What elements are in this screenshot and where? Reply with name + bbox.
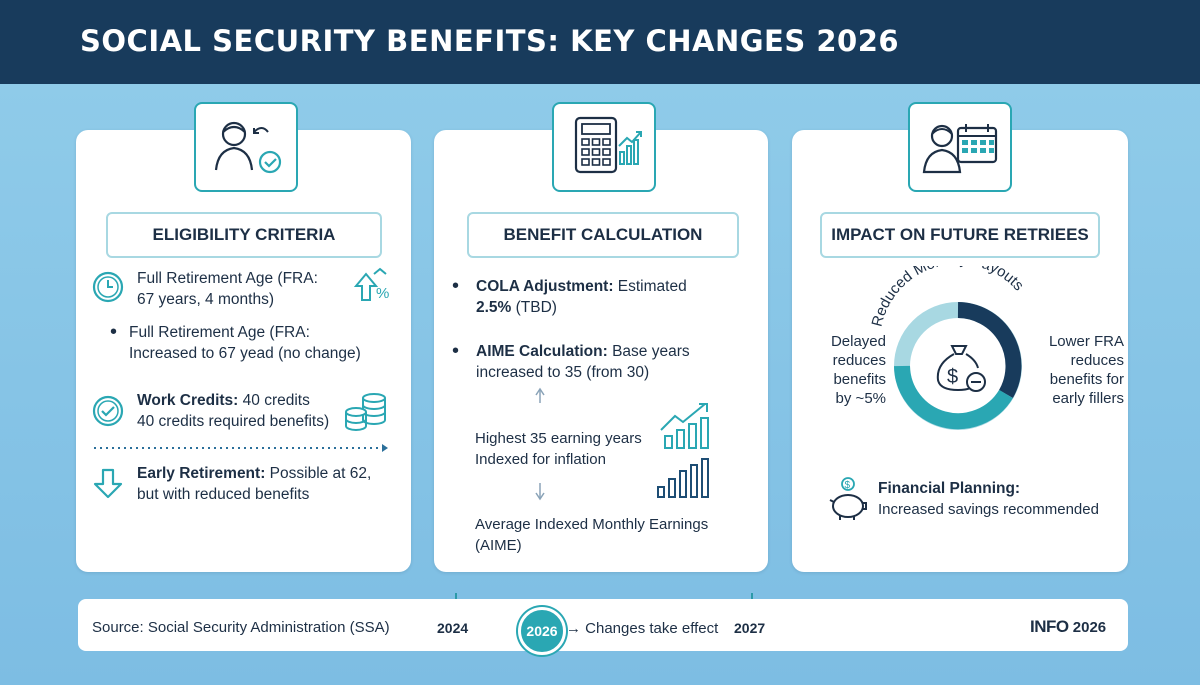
year-2024: 2024 (437, 620, 469, 636)
check-circle-icon (92, 395, 124, 427)
aime-full-name: Average Indexed Monthly Earnings (AIME) (475, 516, 709, 554)
header-bar: SOCIAL SECURITY BENEFITS: KEY CHANGES 20… (0, 0, 1200, 84)
bar-chart-up-icon (660, 403, 709, 449)
brand-info-2026: INFO 2026 (1030, 617, 1107, 636)
svg-text:$: $ (845, 480, 851, 491)
work-credits: Work Credits: 40 credits 40 credits requi… (137, 392, 330, 430)
card-title-eligibility: ELIGIBILITY CRITERIA (106, 212, 382, 258)
dotted-divider (94, 444, 388, 452)
early-retirement: Early Retirement: Possible at 62, but wit… (137, 465, 372, 503)
card-eligibility (76, 130, 411, 572)
donut-right-note: Lower FRA reduces benefits for early filler… (1048, 333, 1124, 407)
bullet-dot: • (452, 340, 460, 362)
card-impact (792, 130, 1128, 572)
card-title-impact: IMPACT ON FUTURE RETRIEES (820, 212, 1100, 258)
person-check-icon (194, 102, 298, 192)
page-title: SOCIAL SECURITY BENEFITS: KEY CHANGES 20… (80, 24, 900, 58)
source-note: Source: Social Security Administration (… (92, 619, 390, 636)
changes-take-effect: → Changes take effect (566, 620, 719, 637)
impact-donut: Reduced Monthly Payouts (869, 266, 1027, 430)
person-calendar-icon (908, 102, 1012, 192)
coin-stack-icon (345, 393, 386, 431)
cola-adjustment: COLA Adjustment: Estimated 2.5% (TBD) (476, 278, 687, 316)
bullet-dot: • (110, 321, 118, 343)
card-benefit-calculation (434, 130, 768, 572)
svg-text:%: % (376, 285, 389, 302)
svg-text:$: $ (947, 366, 958, 388)
clock-icon (92, 271, 124, 303)
flow-text: Highest 35 earning years Indexed for infl… (475, 430, 642, 468)
year-2027: 2027 (734, 620, 766, 636)
donut-left-note: Delayed reduces benefits by ~5% (830, 333, 886, 407)
calculator-chart-icon (552, 102, 656, 192)
year-2026-badge: 2026 (518, 607, 566, 655)
bar-chart-icon (657, 458, 709, 498)
arrow-down-icon (93, 468, 123, 499)
aime-calculation: AIME Calculation: Base years increased to… (476, 343, 690, 381)
percent-up-icon: % (353, 267, 389, 302)
fra-line-2: Full Retirement Age (FRA: Increased to 67… (129, 324, 361, 362)
piggy-bank-icon: $ (829, 477, 867, 520)
footer-timeline (78, 599, 1128, 651)
financial-planning: Financial Planning: Increased savings rec… (878, 480, 1099, 518)
fra-line-1: Full Retirement Age (FRA: 67 years, 4 mon… (137, 270, 318, 308)
flow-bracket (535, 387, 545, 501)
card-title-benefit-calculation: BENEFIT CALCULATION (467, 212, 739, 258)
bullet-dot: • (452, 275, 460, 297)
money-bag-minus-icon: $ (936, 345, 986, 392)
